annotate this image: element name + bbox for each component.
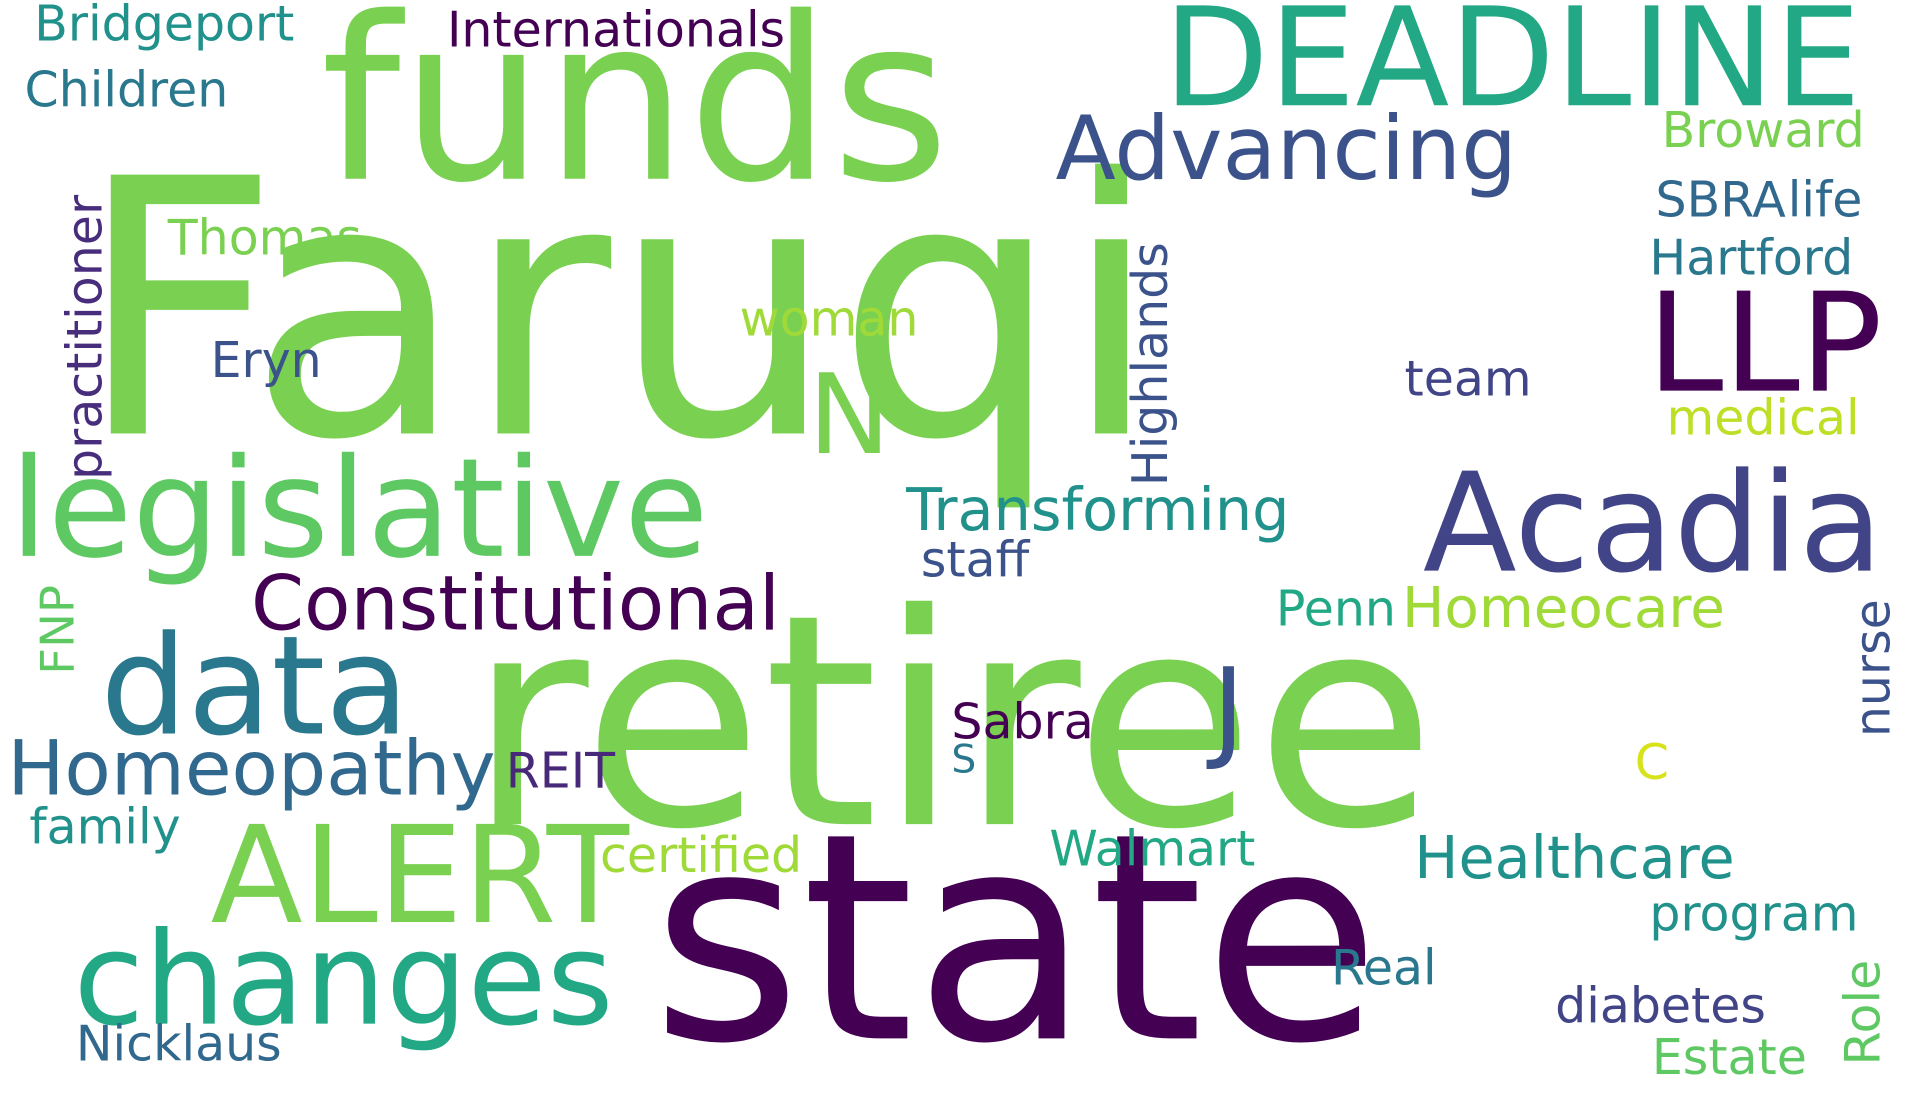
- word-hartford: Hartford: [1649, 230, 1854, 287]
- word-children: Children: [24, 62, 229, 119]
- word-data: data: [100, 607, 410, 767]
- word-state: state: [651, 772, 1381, 1107]
- word-program: program: [1649, 886, 1859, 943]
- word-medical: medical: [1666, 390, 1860, 447]
- word-deadline: DEADLINE: [1163, 0, 1862, 139]
- word-fnp: FNP: [30, 585, 85, 675]
- word-sabra: Sabra: [951, 694, 1094, 751]
- word-healthcare: Healthcare: [1414, 824, 1735, 893]
- word-diabetes: diabetes: [1555, 978, 1766, 1035]
- word-broward: Broward: [1661, 102, 1865, 160]
- word-team: team: [1404, 351, 1532, 408]
- word-penn: Penn: [1275, 581, 1396, 638]
- word-internationals: Internationals: [446, 2, 786, 59]
- word-walmart: Walmart: [1049, 821, 1256, 878]
- word-funds: funds: [320, 0, 950, 233]
- word-nicklaus: Nicklaus: [75, 1016, 282, 1073]
- word-reit: REIT: [505, 743, 616, 800]
- word-s: S: [951, 735, 977, 783]
- word-homeopathy: Homeopathy: [7, 723, 496, 814]
- word-faruqi: Faruqi: [75, 105, 1161, 518]
- word-nurse: nurse: [1845, 599, 1902, 738]
- word-role: Role: [1835, 959, 1892, 1066]
- word-thomas: Thomas: [167, 210, 362, 267]
- word-j: J: [1212, 645, 1245, 774]
- word-constitutional: Constitutional: [251, 558, 780, 648]
- word-staff: staff: [920, 532, 1030, 589]
- word-sbra: SBRA: [1655, 172, 1786, 229]
- word-llp: LLP: [1646, 264, 1883, 424]
- word-c: C: [1634, 734, 1669, 792]
- word-woman: woman: [739, 291, 919, 348]
- word-acadia: Acadia: [1422, 444, 1883, 604]
- word-advancing: Advancing: [1055, 96, 1518, 200]
- word-n: N: [808, 351, 891, 481]
- word-family: family: [29, 799, 181, 856]
- word-retiree: retiree: [467, 551, 1436, 894]
- word-transforming: Transforming: [906, 476, 1290, 545]
- word-bridgeport: Bridgeport: [34, 0, 295, 53]
- word-practitioner: practitioner: [57, 194, 114, 481]
- word-real: Real: [1331, 940, 1437, 997]
- word-highlands: Highlands: [1122, 242, 1180, 487]
- word-estate: Estate: [1651, 1029, 1807, 1087]
- word-certified: certified: [600, 827, 803, 885]
- word-alert: ALERT: [210, 797, 629, 954]
- word-homeocare: Homeocare: [1402, 574, 1725, 641]
- word-legislative: legislative: [9, 429, 709, 589]
- word-cloud: Faruqi retiree state funds DEADLINE legi…: [7, 0, 1902, 1087]
- word-life: life: [1787, 172, 1863, 229]
- word-eryn: Eryn: [210, 333, 322, 390]
- word-changes: changes: [73, 904, 614, 1055]
